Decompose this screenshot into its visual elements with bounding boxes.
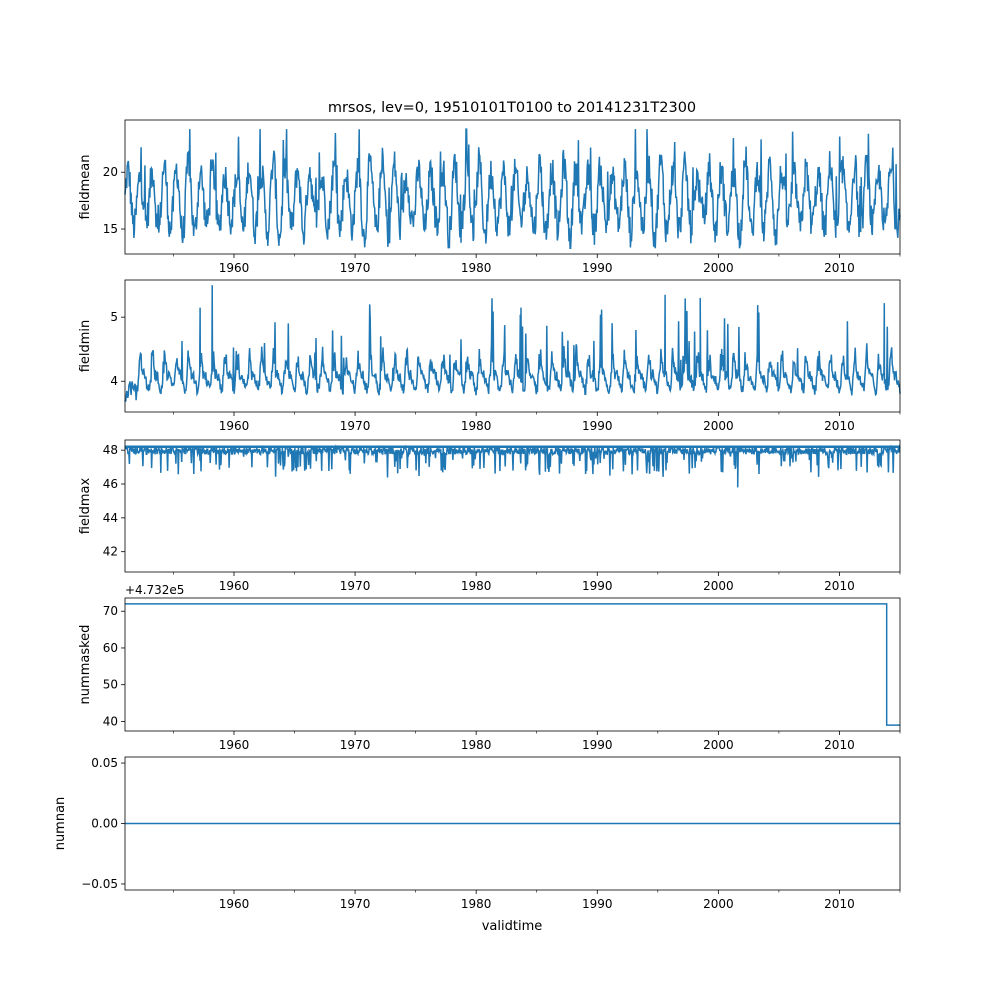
y-offset-label: +4.732e5 [125,583,184,597]
x-tick-label: 2010 [824,419,855,433]
y-tick-label: 5 [110,310,118,324]
x-tick-label: 1980 [461,419,492,433]
x-tick-label: 1980 [461,579,492,593]
x-tick-label: 1970 [340,261,371,275]
series-line-fieldmean [124,128,901,250]
panel-fieldmax: 1960 1970 1980 1990 2000 2010 42 44 46 48 fieldmax [78,439,901,593]
subplots: 1960 1970 1980 1990 2000 20101520fieldmean196… [53,119,901,911]
series-line-fieldmin [124,285,901,402]
y-axis-label: nummasked [78,625,93,705]
y-tick-label: 4 [110,374,118,388]
x-tick-label: 1980 [461,897,492,911]
x-tick-label: 1990 [582,579,613,593]
x-tick-label: 1970 [340,579,371,593]
x-tick-label: 1980 [461,738,492,752]
y-axis-label: fieldmax [78,478,93,535]
x-tick-label: 1970 [340,738,371,752]
axes-frame [124,439,901,573]
x-tick-label: 2000 [703,261,734,275]
y-tick-label: 20 [103,165,118,179]
y-tick-label: 50 [103,678,118,692]
y-tick-label: 42 [103,545,118,559]
axes-frame [124,597,901,732]
x-tick-label: 1980 [461,261,492,275]
axes-frame [124,279,901,413]
y-tick-label: 70 [103,604,118,618]
x-tick-label: 2000 [703,897,734,911]
y-tick-label: 0.05 [91,756,118,770]
x-tick-label: 1960 [219,897,250,911]
y-tick-label: 60 [103,641,118,655]
x-tick-label: 1990 [582,261,613,275]
chart-title: mrsos, lev=0, 19510101T0100 to 20141231T… [328,100,696,116]
panel-nummasked: 1960 1970 1980 1990 2000 2010 40 50 60 70 nummaske… [78,583,901,752]
x-tick-label: 1970 [340,419,371,433]
x-tick-label: 2010 [824,261,855,275]
y-axis-label: fieldmin [78,320,93,373]
x-tick-label: 1960 [219,579,250,593]
x-tick-label: 2010 [824,738,855,752]
y-tick-label: 40 [103,714,118,728]
x-tick-label: 2000 [703,738,734,752]
series-line-nummasked [125,603,900,726]
x-tick-label: 1960 [219,419,250,433]
x-tick-label: 1960 [219,738,250,752]
x-tick-label: 2000 [703,419,734,433]
x-tick-label: 2010 [824,897,855,911]
y-tick-label: −0.05 [81,877,118,891]
x-axis-label: validtime [482,919,543,934]
x-tick-label: 2000 [703,579,734,593]
y-axis-label: fieldmean [78,155,93,220]
x-tick-label: 1990 [582,419,613,433]
axes-frame [124,119,901,255]
y-axis-label: numnan [53,797,68,851]
panel-numnan: 1960 1970 1980 1990 2000 2010 −0.05 0.00 0.05 num… [53,756,901,911]
x-tick-label: 1990 [582,738,613,752]
series-line-fieldmax [124,444,901,488]
x-tick-label: 1970 [340,897,371,911]
y-tick-label: 46 [103,477,118,491]
panel-fieldmean: 1960 1970 1980 1990 2000 2010 15 20 fieldmean [78,119,901,275]
x-tick-label: 1960 [219,261,250,275]
y-tick-label: 15 [103,222,118,236]
x-tick-label: 1990 [582,897,613,911]
x-tick-label: 2010 [824,579,855,593]
panel-fieldmin: 1960 1970 1980 1990 2000 2010 4 5 fieldmin [78,279,901,433]
y-tick-label: 48 [103,443,118,457]
y-tick-label: 0.00 [91,817,118,831]
y-tick-label: 44 [103,511,118,525]
